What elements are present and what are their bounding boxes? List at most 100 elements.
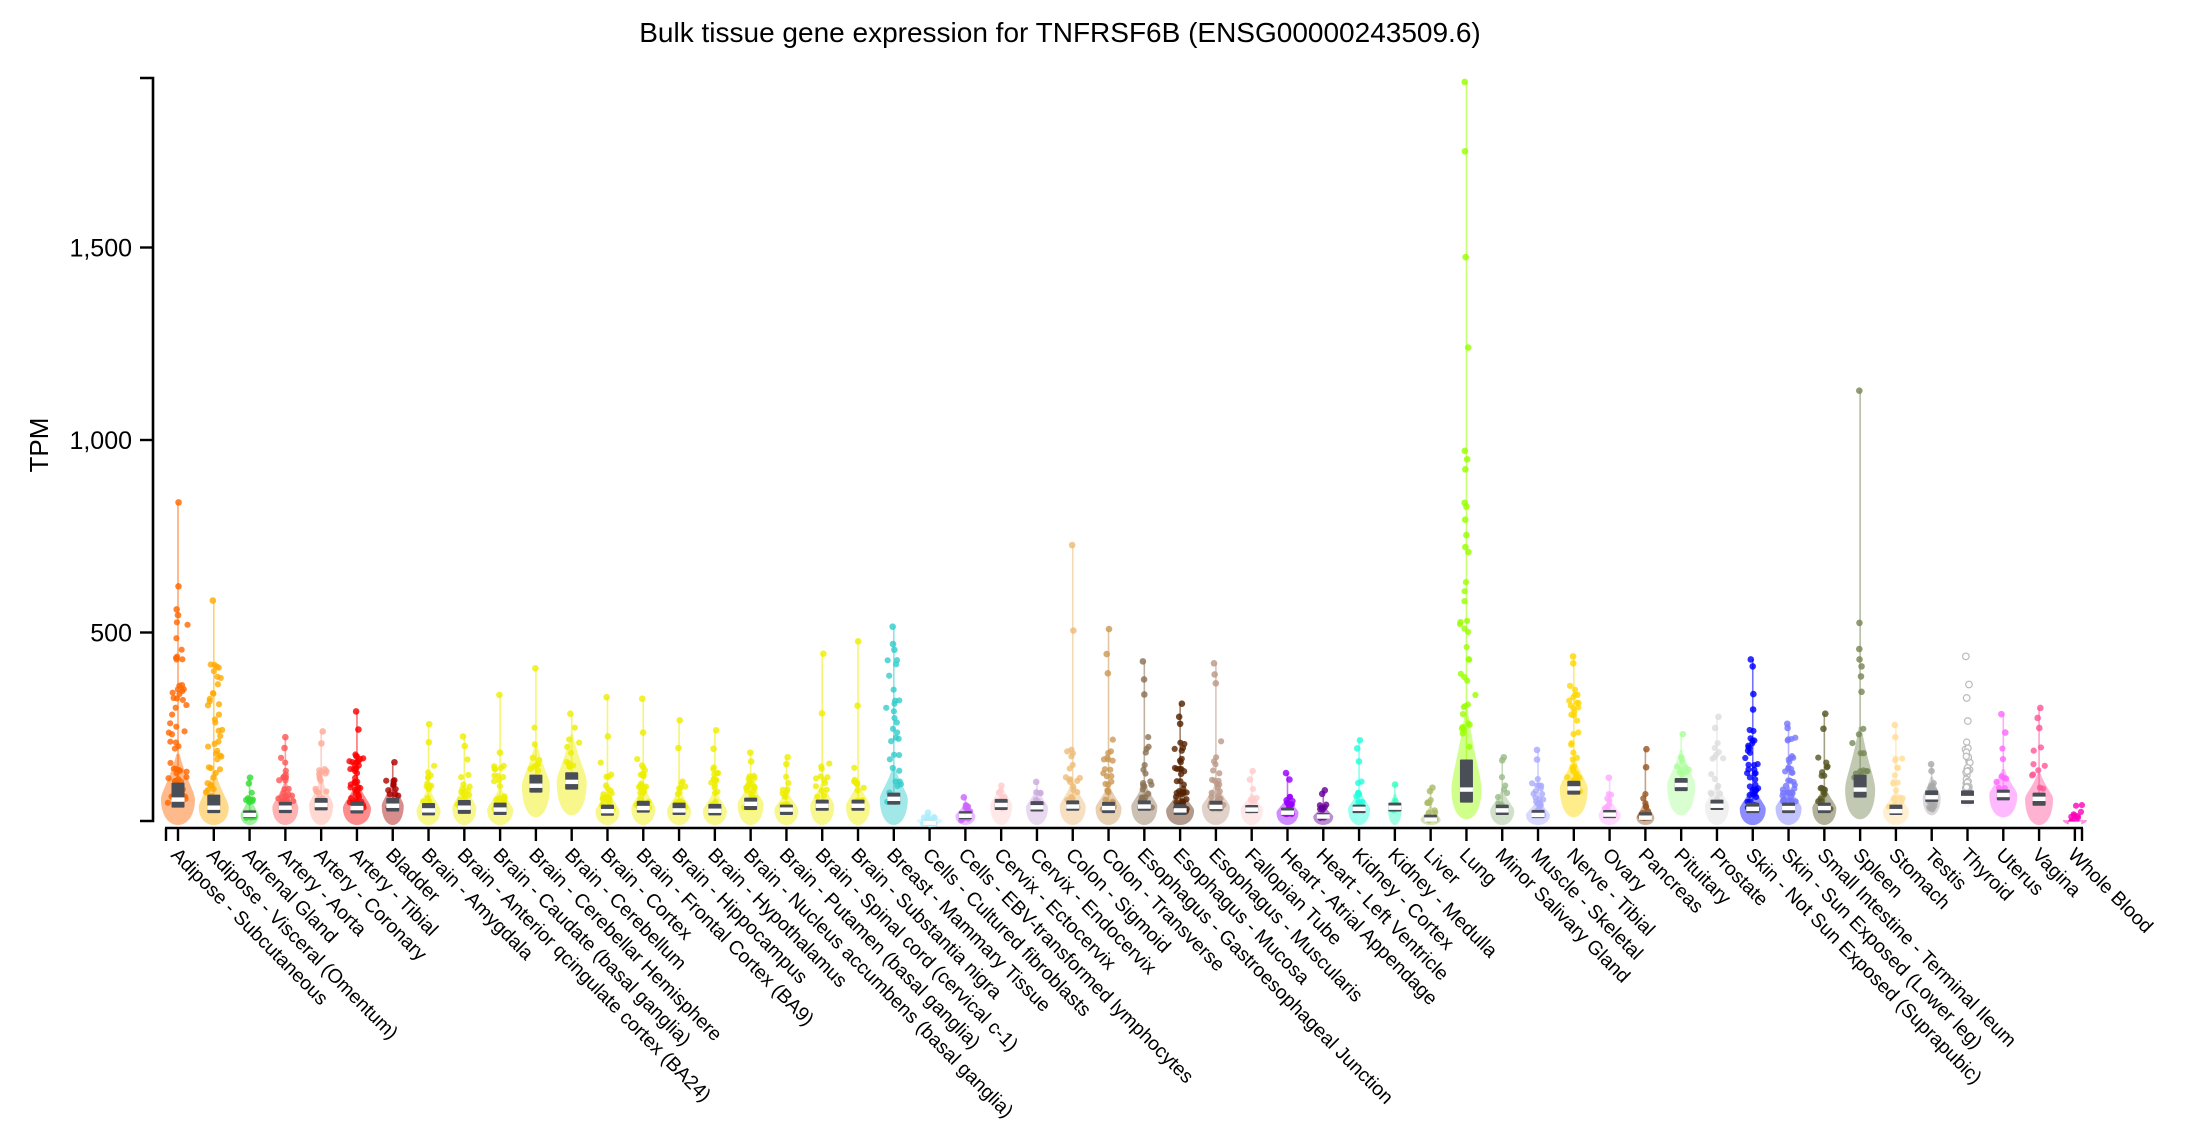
median-line: [1674, 782, 1688, 788]
violin-heart-atrial-appendage[interactable]: [1276, 769, 1299, 825]
violin-brain-hippocampus[interactable]: [667, 716, 692, 825]
outlier-point: [1642, 763, 1650, 771]
outlier-point: [1140, 676, 1148, 683]
violin-brain-anterior-qcingulate-cortex-ba24[interactable]: [452, 733, 477, 825]
violin-ovary[interactable]: [1598, 774, 1621, 825]
expression-point: [779, 790, 786, 797]
violin-cervix-ectocervix[interactable]: [990, 782, 1013, 825]
violin-esophagus-gastroesophageal-junction[interactable]: [1131, 658, 1158, 825]
violin-brain-nucleus-accumbens-basal-ganglia[interactable]: [737, 749, 764, 825]
expression-point: [604, 785, 611, 792]
expression-point: [812, 775, 820, 782]
violin-brain-hypothalamus[interactable]: [702, 726, 727, 825]
expression-point: [1711, 744, 1718, 752]
violin-brain-caudate-basal-ganglia[interactable]: [487, 691, 514, 825]
violin-heart-left-ventricle[interactable]: [1313, 787, 1334, 825]
outlier-point: [638, 695, 646, 703]
median-line: [1352, 806, 1366, 812]
expression-point: [823, 786, 830, 793]
expression-point: [1566, 682, 1574, 689]
expression-point: [1893, 764, 1901, 771]
violin-brain-frontal-cortex-ba9[interactable]: [631, 695, 656, 825]
expression-point: [181, 728, 188, 735]
expression-point: [1754, 761, 1761, 768]
expression-point: [2035, 767, 2042, 774]
violin-kidney-medulla[interactable]: [1387, 781, 1402, 825]
violin-brain-cortex[interactable]: [595, 693, 620, 825]
violin-colon-sigmoid[interactable]: [1059, 541, 1086, 825]
expression-point: [710, 764, 717, 771]
violin-brain-substantia-nigra[interactable]: [846, 638, 871, 825]
expression-point: [354, 759, 361, 766]
expression-point: [1752, 776, 1759, 783]
violin-artery-coronary[interactable]: [309, 728, 334, 825]
expression-point: [425, 769, 432, 776]
expression-point: [210, 690, 217, 697]
violin-brain-spinal-cord-cervical-c-1[interactable]: [810, 650, 835, 825]
violin-brain-putamen-basal-ganglia[interactable]: [774, 753, 799, 825]
violin-colon-transverse[interactable]: [1095, 625, 1122, 825]
violin-vagina[interactable]: [2025, 704, 2054, 825]
expression-point: [493, 796, 500, 803]
violin-breast-mammary-tissue[interactable]: [879, 623, 908, 825]
violin-brain-amygdala[interactable]: [416, 720, 441, 825]
violin-lung[interactable]: [1451, 78, 1482, 820]
violin-spleen[interactable]: [1845, 387, 1876, 820]
outlier-point: [784, 753, 791, 761]
violin-muscle-skeletal[interactable]: [1526, 746, 1551, 825]
expression-point: [1564, 774, 1571, 781]
expression-point: [599, 795, 606, 803]
violin-artery-tibial[interactable]: [342, 708, 371, 825]
median-line: [1316, 814, 1330, 819]
violin-skin-not-sun-exposed-suprapubic[interactable]: [1739, 656, 1766, 825]
violin-liver[interactable]: [1420, 784, 1441, 825]
expression-point: [888, 738, 895, 745]
violin-bladder[interactable]: [381, 758, 404, 825]
violin-nerve-tibial[interactable]: [1559, 653, 1588, 818]
violin-pancreas[interactable]: [1636, 745, 1655, 825]
expression-point: [172, 739, 180, 746]
outlier-point: [960, 793, 968, 801]
outlier-point: [1820, 725, 1827, 733]
expression-point: [183, 768, 190, 775]
violin-adipose-visceral-omentum[interactable]: [198, 597, 229, 825]
violin-whole-blood[interactable]: [2062, 802, 2087, 827]
median-line: [1746, 806, 1760, 812]
violin-small-intestine-terminal-ileum[interactable]: [1812, 710, 1837, 825]
violin-esophagus-muscularis[interactable]: [1201, 660, 1230, 825]
violin-artery-aorta[interactable]: [272, 733, 299, 825]
violin-thyroid[interactable]: [1961, 652, 1974, 808]
violin-adipose-subcutaneous[interactable]: [161, 499, 195, 825]
violin-kidney-cortex[interactable]: [1348, 737, 1371, 825]
expression-point: [1993, 778, 2000, 785]
violin-cervix-endocervix[interactable]: [1025, 778, 1048, 825]
violin-testis[interactable]: [1922, 760, 1941, 816]
median-line: [565, 779, 579, 785]
expression-point: [1070, 783, 1077, 790]
violin-fallopian-tube[interactable]: [1240, 767, 1263, 825]
expression-point: [1891, 772, 1898, 779]
violin-uterus[interactable]: [1989, 710, 2018, 818]
expression-point: [1424, 799, 1431, 806]
violin-pituitary[interactable]: [1667, 730, 1696, 816]
expression-point: [1929, 804, 1937, 811]
violin-skin-sun-exposed-lower-leg[interactable]: [1775, 720, 1802, 825]
violin-cells-cultured-fibroblasts[interactable]: [916, 809, 943, 828]
expression-point: [895, 751, 903, 759]
expression-point: [1212, 761, 1219, 768]
violin-adrenal-gland[interactable]: [240, 774, 259, 825]
median-line: [1817, 805, 1831, 811]
violin-brain-cerebellum[interactable]: [556, 710, 587, 816]
expression-point: [1899, 755, 1906, 762]
violin-esophagus-mucosa[interactable]: [1166, 700, 1195, 825]
outlier-point: [1463, 531, 1470, 539]
outlier-point: [425, 720, 433, 728]
expression-point: [1001, 793, 1008, 801]
expression-point: [1745, 742, 1752, 749]
violin-prostate[interactable]: [1704, 713, 1729, 825]
violin-brain-cerebellar-hemisphere[interactable]: [521, 665, 550, 818]
violin-cells-ebv-transformed-lymphocytes[interactable]: [955, 793, 976, 825]
violin-minor-salivary-gland[interactable]: [1490, 753, 1515, 825]
violin-stomach[interactable]: [1882, 721, 1909, 825]
